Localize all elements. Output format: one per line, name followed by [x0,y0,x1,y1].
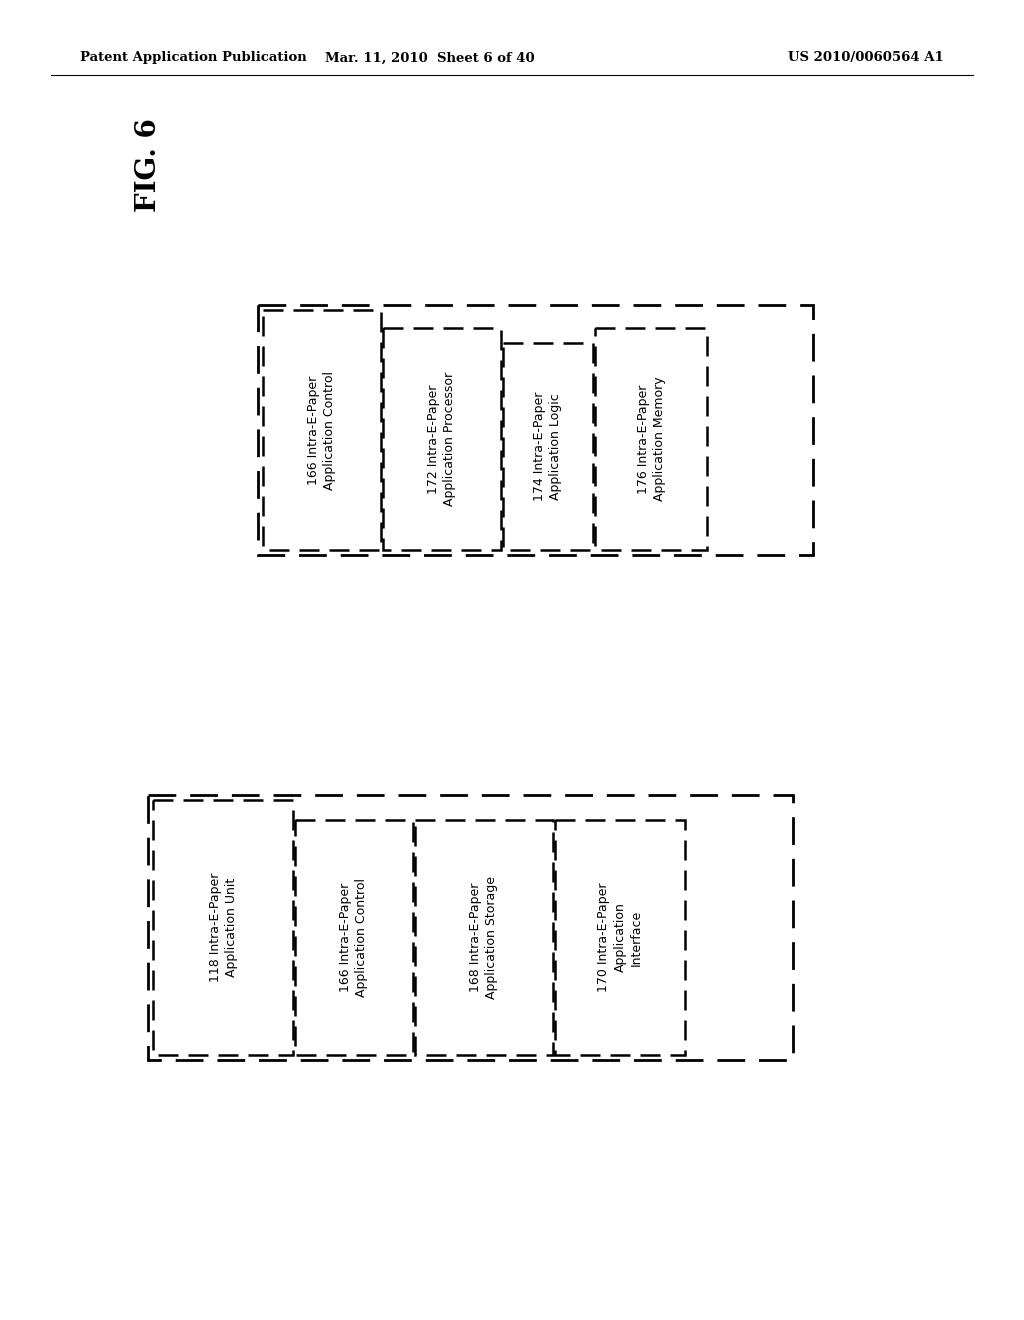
Text: US 2010/0060564 A1: US 2010/0060564 A1 [788,51,944,65]
Bar [383,327,501,550]
Text: 172 Intra-E-Paper
Application Processor: 172 Intra-E-Paper Application Processor [427,372,457,506]
Text: 168 Intra-E-Paper
Application Storage: 168 Intra-E-Paper Application Storage [469,876,499,999]
Bar [258,305,813,554]
Text: Patent Application Publication: Patent Application Publication [80,51,307,65]
Text: 166 Intra-E-Paper
Application Control: 166 Intra-E-Paper Application Control [340,878,369,997]
Text: 170 Intra-E-Paper
Application
Interface: 170 Intra-E-Paper Application Interface [597,883,642,993]
Text: 174 Intra-E-Paper
Application Logic: 174 Intra-E-Paper Application Logic [534,392,562,502]
Text: 176 Intra-E-Paper
Application Memory: 176 Intra-E-Paper Application Memory [637,376,666,502]
Bar [148,795,793,1060]
Bar [503,343,593,550]
Bar [555,820,685,1055]
Bar [153,800,293,1055]
Text: FIG. 6: FIG. 6 [134,117,162,213]
Bar [295,820,413,1055]
Bar [595,327,707,550]
Text: 118 Intra-E-Paper
Application Unit: 118 Intra-E-Paper Application Unit [209,873,238,982]
Text: 166 Intra-E-Paper
Application Control: 166 Intra-E-Paper Application Control [307,371,337,490]
Bar [263,310,381,550]
Text: Mar. 11, 2010  Sheet 6 of 40: Mar. 11, 2010 Sheet 6 of 40 [326,51,535,65]
Bar [415,820,553,1055]
